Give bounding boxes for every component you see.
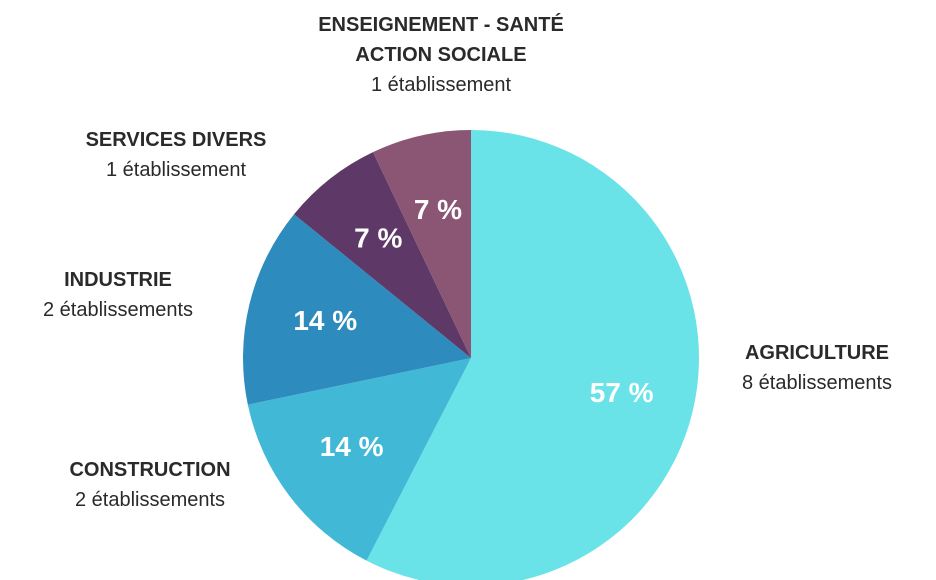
slice-percent-label: 7 %	[354, 222, 402, 253]
slice-percent-label: 57 %	[590, 377, 654, 408]
category-description: 2 établissements	[74, 489, 226, 511]
category-description: 1 établissement	[105, 159, 247, 181]
category-description: 1 établissement	[370, 74, 512, 96]
category-name: CONSTRUCTION	[69, 459, 231, 481]
category-label: ENSEIGNEMENT - SANTÉ ACTION SOCIALE 1 éta…	[318, 10, 564, 100]
category-label: SERVICES DIVERS 1 établissement	[86, 125, 267, 185]
slice-percent-label: 14 %	[320, 431, 384, 462]
slice-percent-label: 14 %	[293, 305, 357, 336]
pie-slice	[366, 130, 699, 580]
category-description: 2 établissements	[42, 299, 194, 321]
category-name: AGRICULTURE	[744, 342, 890, 364]
pie-slice	[373, 130, 471, 358]
slice-percent-label: 7 %	[414, 194, 462, 225]
category-label: AGRICULTURE 8 établissements	[742, 338, 892, 398]
pie-slice	[294, 152, 471, 358]
category-name: SERVICES DIVERS	[85, 129, 267, 151]
category-name: ENSEIGNEMENT - SANTÉ ACTION SOCIALE	[318, 14, 564, 66]
pie-slice	[243, 214, 471, 405]
category-label: INDUSTRIE 2 établissements	[43, 265, 193, 325]
category-description: 8 établissements	[741, 372, 893, 394]
category-label: CONSTRUCTION 2 établissements	[69, 455, 230, 515]
category-name: INDUSTRIE	[64, 269, 172, 291]
pie-slice	[247, 358, 471, 561]
